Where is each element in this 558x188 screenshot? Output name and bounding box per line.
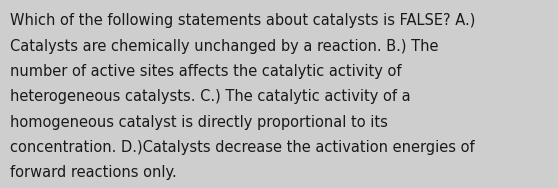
Text: number of active sites affects the catalytic activity of: number of active sites affects the catal…: [10, 64, 402, 79]
Text: homogeneous catalyst is directly proportional to its: homogeneous catalyst is directly proport…: [10, 115, 388, 130]
Text: heterogeneous catalysts. C.) The catalytic activity of a: heterogeneous catalysts. C.) The catalyt…: [10, 89, 411, 104]
Text: concentration. D.)Catalysts decrease the activation energies of: concentration. D.)Catalysts decrease the…: [10, 140, 475, 155]
Text: Catalysts are chemically unchanged by a reaction. B.) The: Catalysts are chemically unchanged by a …: [10, 39, 439, 54]
Text: forward reactions only.: forward reactions only.: [10, 165, 177, 180]
Text: Which of the following statements about catalysts is FALSE? A.): Which of the following statements about …: [10, 13, 475, 28]
